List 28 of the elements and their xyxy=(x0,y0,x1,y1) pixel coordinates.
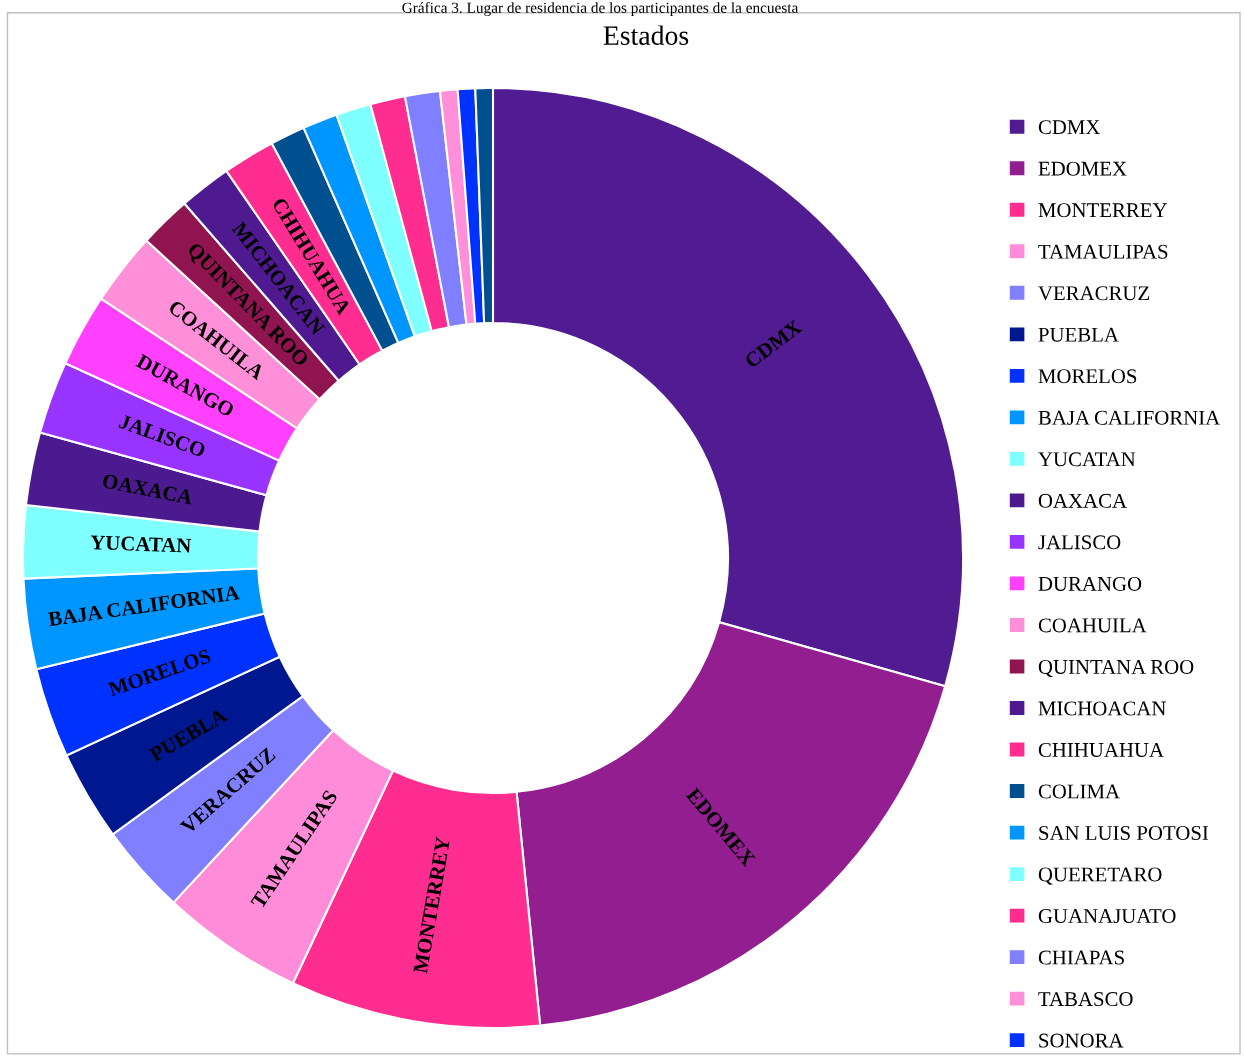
chart-title: Estados xyxy=(603,25,689,45)
legend-label: YUCATAN xyxy=(1038,452,1136,467)
legend-label: CHIAPAS xyxy=(1038,950,1124,965)
legend-label: PUEBLA xyxy=(1038,327,1119,342)
legend-label: MICHOACAN xyxy=(1038,701,1166,716)
legend-label: SAN LUIS POTOSI xyxy=(1039,826,1209,841)
legend-label: QUERETARO xyxy=(1038,867,1162,885)
legend-label: TABASCO xyxy=(1038,992,1133,1007)
legend-label: VERACRUZ xyxy=(1038,286,1150,301)
legend-label: GUANAJUATO xyxy=(1038,909,1176,924)
legend-label: MONTERREY xyxy=(1038,203,1168,218)
legend-label: SONORA xyxy=(1039,1033,1124,1048)
legend-label: TAMAULIPAS xyxy=(1038,244,1168,259)
legend-label: COAHUILA xyxy=(1038,618,1147,633)
legend-label: BAJA CALIFORNIA xyxy=(1038,410,1221,425)
legend-label: JALISCO xyxy=(1038,535,1121,550)
legend-label: COLIMA xyxy=(1038,784,1120,799)
legend-label: CDMX xyxy=(1038,120,1101,135)
slice-label: BAJA CALIFORNIA xyxy=(47,585,240,627)
slice-label: YUCATAN xyxy=(90,535,192,553)
legend-label: OAXACA xyxy=(1038,493,1127,508)
text: Gráfica 3. Lugar de residencia de los participantes de la encuesta xyxy=(402,2,799,17)
legend-label: CHIHUAHUA xyxy=(1038,742,1164,757)
legend-label: QUINTANA ROO xyxy=(1038,659,1194,678)
slice-label: OAXACA xyxy=(102,473,194,505)
legend-label: MORELOS xyxy=(1038,369,1137,384)
legend-label: EDOMEX xyxy=(1038,161,1127,176)
legend-label: DURANGO xyxy=(1038,576,1142,591)
